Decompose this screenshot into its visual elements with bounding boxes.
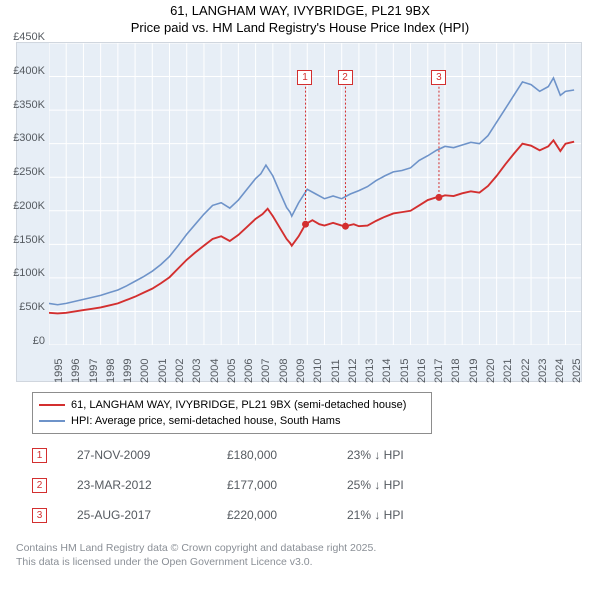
sale-date: 27-NOV-2009 (77, 448, 227, 462)
y-tick-label: £450K (13, 31, 45, 43)
sale-price: £180,000 (227, 448, 347, 462)
x-tick-label: 2005 (226, 359, 238, 383)
legend-swatch-hpi (39, 420, 65, 422)
title-line2: Price paid vs. HM Land Registry's House … (0, 20, 600, 37)
x-tick-label: 2021 (502, 359, 514, 383)
x-tick-label: 2016 (416, 359, 428, 383)
legend-swatch-price (39, 404, 65, 406)
x-tick-label: 2023 (537, 359, 549, 383)
legend-label-hpi: HPI: Average price, semi-detached house,… (71, 415, 340, 427)
sale-date: 25-AUG-2017 (77, 508, 227, 522)
x-tick-label: 2004 (209, 359, 221, 383)
x-tick-label: 2019 (468, 359, 480, 383)
sales-table-row: 1 27-NOV-2009£180,00023% ↓ HPI (32, 440, 467, 470)
x-tick-label: 2012 (347, 359, 359, 383)
footer-line2: This data is licensed under the Open Gov… (16, 556, 376, 570)
sale-pct: 21% ↓ HPI (347, 508, 467, 522)
chart-panel: £0 £50K £100K £150K £200K £250K £300K £350K £400… (16, 42, 582, 382)
x-tick-label: 2000 (139, 359, 151, 383)
legend-row-price: 61, LANGHAM WAY, IVYBRIDGE, PL21 9BX (se… (39, 397, 425, 413)
x-tick-label: 1999 (122, 359, 134, 383)
x-tick-label: 2013 (364, 359, 376, 383)
y-tick-label: £150K (13, 234, 45, 246)
sale-price: £177,000 (227, 478, 347, 492)
sale-marker-box: 2 (338, 70, 353, 85)
sale-pct: 23% ↓ HPI (347, 448, 467, 462)
sales-table-row: 2 23-MAR-2012£177,00025% ↓ HPI (32, 470, 467, 500)
sales-table: 1 27-NOV-2009£180,00023% ↓ HPI 2 23-MAR-201… (32, 440, 467, 530)
x-tick-label: 2025 (571, 359, 583, 383)
x-tick-label: 2003 (191, 359, 203, 383)
x-tick-label: 2015 (399, 359, 411, 383)
sale-price: £220,000 (227, 508, 347, 522)
x-tick-label: 2014 (381, 359, 393, 383)
x-tick-label: 2006 (243, 359, 255, 383)
sale-date: 23-MAR-2012 (77, 478, 227, 492)
x-axis-labels: 1995 1996 1997 1998 1999 2000 2001 2002 2003 2004… (49, 349, 581, 385)
sale-marker-ref: 3 (32, 508, 47, 523)
x-tick-label: 2022 (520, 359, 532, 383)
x-tick-label: 1998 (105, 359, 117, 383)
y-tick-label: £200K (13, 200, 45, 212)
plot-svg (49, 43, 581, 345)
x-tick-label: 1997 (88, 359, 100, 383)
x-tick-label: 2010 (312, 359, 324, 383)
sale-pct: 25% ↓ HPI (347, 478, 467, 492)
y-tick-label: £50K (19, 301, 45, 313)
y-tick-label: £100K (13, 267, 45, 279)
sales-table-row: 3 25-AUG-2017£220,00021% ↓ HPI (32, 500, 467, 530)
sale-marker-box: 1 (297, 70, 312, 85)
y-tick-label: £300K (13, 132, 45, 144)
x-tick-label: 2017 (433, 359, 445, 383)
footer-line1: Contains HM Land Registry data © Crown c… (16, 542, 376, 556)
x-tick-label: 2009 (295, 359, 307, 383)
x-tick-label: 2002 (174, 359, 186, 383)
y-tick-label: £250K (13, 166, 45, 178)
sale-marker-ref: 1 (32, 448, 47, 463)
x-tick-label: 2011 (330, 359, 342, 383)
x-tick-label: 2007 (260, 359, 272, 383)
sale-marker-ref: 2 (32, 478, 47, 493)
footer: Contains HM Land Registry data © Crown c… (16, 542, 376, 569)
sale-marker-box: 3 (431, 70, 446, 85)
y-tick-label: £350K (13, 99, 45, 111)
x-tick-label: 2020 (485, 359, 497, 383)
y-tick-label: £0 (33, 335, 45, 347)
x-tick-label: 2008 (278, 359, 290, 383)
x-tick-label: 2001 (157, 359, 169, 383)
plot-area: £0£50K£100K£150K£200K£250K£300K£350K£400… (49, 43, 581, 345)
y-tick-label: £400K (13, 65, 45, 77)
legend: 61, LANGHAM WAY, IVYBRIDGE, PL21 9BX (se… (32, 392, 432, 434)
chart-title-block: 61, LANGHAM WAY, IVYBRIDGE, PL21 9BX Pri… (0, 0, 600, 37)
legend-row-hpi: HPI: Average price, semi-detached house,… (39, 413, 425, 429)
x-tick-label: 2024 (554, 359, 566, 383)
title-line1: 61, LANGHAM WAY, IVYBRIDGE, PL21 9BX (0, 3, 600, 20)
x-tick-label: 2018 (450, 359, 462, 383)
legend-label-price: 61, LANGHAM WAY, IVYBRIDGE, PL21 9BX (se… (71, 399, 406, 411)
x-tick-label: 1996 (70, 359, 82, 383)
x-tick-label: 1995 (53, 359, 65, 383)
